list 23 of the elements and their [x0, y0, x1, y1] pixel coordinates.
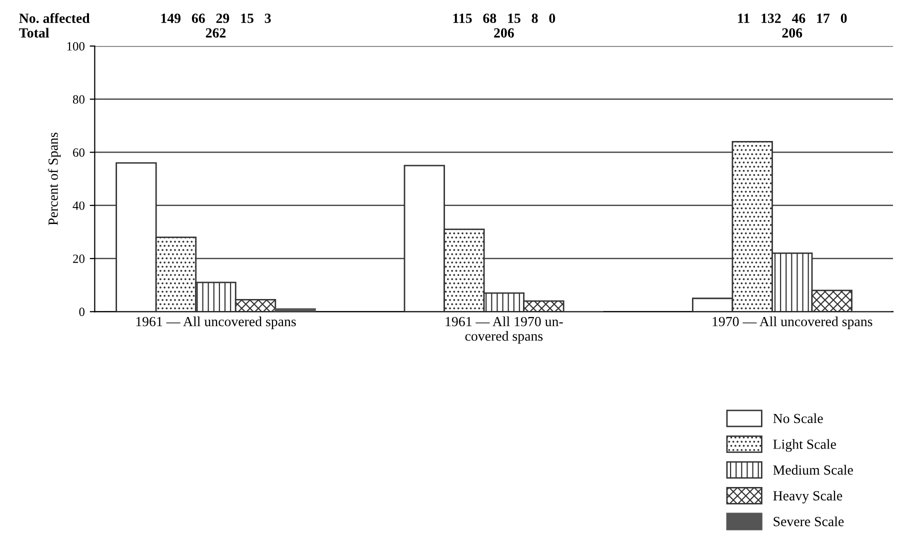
- legend-label: Medium Scale: [773, 464, 853, 475]
- legend-label: Heavy Scale: [773, 490, 842, 504]
- text: 149 66 29 15 3: [161, 14, 271, 23]
- x-tick-label: 1970 — All uncovered spans: [712, 316, 872, 330]
- legend-label: No Scale: [773, 413, 823, 424]
- y-tick-label: 80: [72, 95, 85, 104]
- y-tick-label: 20: [73, 254, 85, 263]
- y-tick-label: 60: [73, 148, 85, 157]
- x-tick-label: 1961 — All 1970 un- covered spans: [446, 316, 563, 344]
- y-tick-label: 0: [79, 308, 85, 316]
- text: Total: [19, 28, 50, 38]
- text: 206: [494, 28, 514, 38]
- legend-label: Light Scale: [773, 439, 836, 452]
- text: 262: [206, 28, 226, 38]
- legend-label: Severe Scale: [774, 516, 844, 526]
- text: 115 68 15 8 0: [453, 14, 556, 23]
- x-tick-label: 1961 — All uncovered spans: [136, 316, 296, 330]
- text: No. affected: [19, 13, 90, 24]
- text: 11 132 46 17 0: [738, 14, 847, 23]
- y-tick-label: 40: [72, 201, 85, 210]
- text: 206: [782, 28, 802, 38]
- y-tick-label: 100: [67, 42, 85, 51]
- y-axis-title: Percent of Spans: [48, 132, 61, 226]
